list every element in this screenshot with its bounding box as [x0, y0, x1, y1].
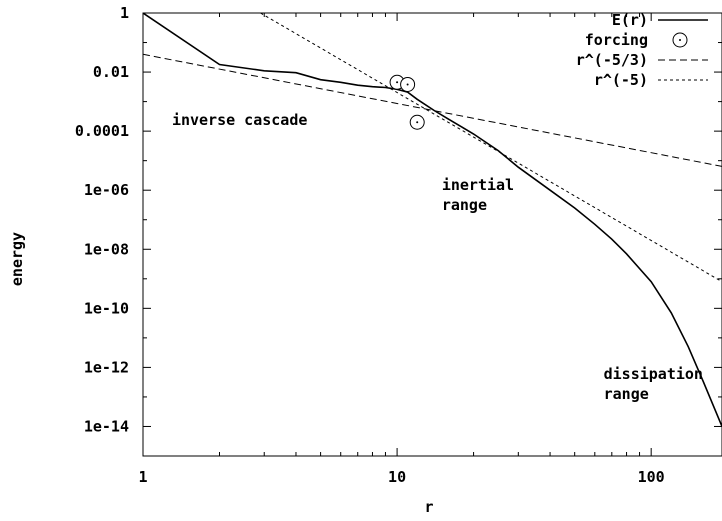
- legend-label: r^(-5): [594, 71, 648, 89]
- y-tick-label: 1e-10: [84, 299, 129, 317]
- x-axis-label: r: [424, 498, 433, 516]
- y-axis-label: energy: [8, 232, 26, 286]
- y-tick-label: 1e-14: [84, 417, 129, 435]
- annotation-text: inverse cascade: [172, 111, 307, 129]
- forcing-marker-dot: [416, 121, 419, 124]
- legend-label: E(r): [612, 11, 648, 29]
- forcing-marker-dot: [396, 81, 399, 84]
- forcing-marker-dot: [406, 83, 409, 86]
- y-tick-label: 1e-08: [84, 240, 129, 258]
- y-tick-label: 0.0001: [75, 122, 129, 140]
- legend-label: forcing: [585, 31, 648, 49]
- x-tick-label: 1: [138, 468, 147, 486]
- y-tick-label: 1e-12: [84, 358, 129, 376]
- y-tick-label: 0.01: [93, 63, 129, 81]
- annotation-text: range: [604, 385, 649, 403]
- legend: E(r) forcing r^(-5/3) r^(-5): [576, 11, 708, 89]
- y-tick-label: 1: [120, 4, 129, 22]
- axis-ticks: 1 10 100 1 0.01 0.0001 1e-06 1e-08 1e-10 1e-12 1e-…: [75, 4, 722, 486]
- series-line-dotted: [260, 13, 722, 283]
- annotation-text: inertial: [442, 176, 514, 194]
- annotation-text: range: [442, 196, 487, 214]
- series-layer: [143, 13, 722, 427]
- y-tick-label: 1e-06: [84, 181, 129, 199]
- x-tick-label: 10: [388, 468, 406, 486]
- plot-frame: [142, 12, 722, 457]
- annotation-text: dissipation: [604, 365, 703, 383]
- annotations: inverse cascade inertial range dissipation r…: [172, 111, 703, 403]
- legend-label: r^(-5/3): [576, 51, 648, 69]
- x-tick-label: 100: [638, 468, 665, 486]
- series-line-solid: [143, 13, 722, 427]
- plot-border: [142, 12, 722, 457]
- legend-marker-dot: [679, 39, 681, 41]
